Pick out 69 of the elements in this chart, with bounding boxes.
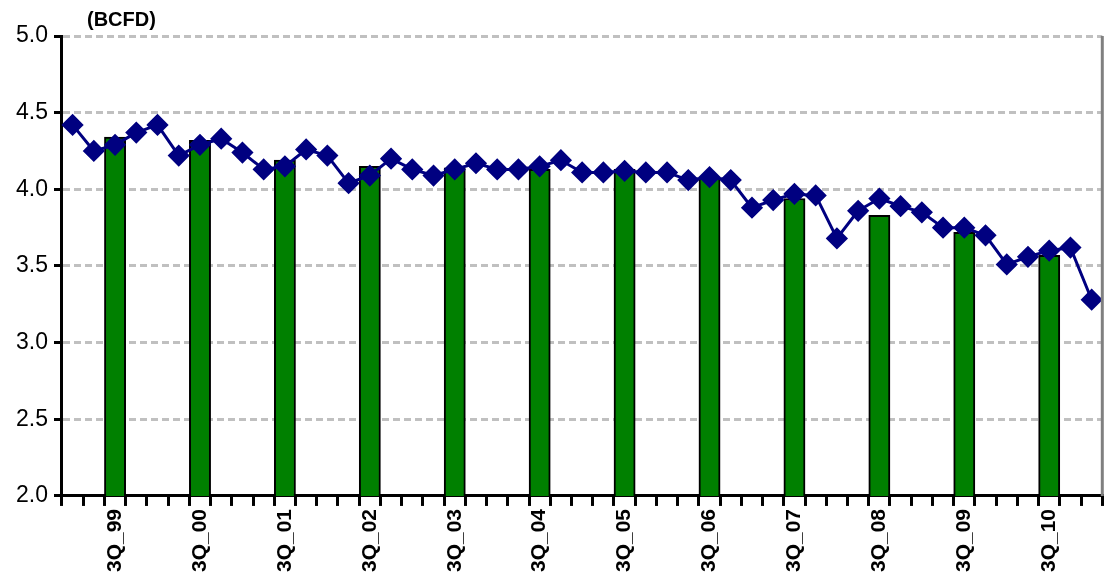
point [147, 114, 169, 136]
point [423, 165, 445, 187]
point [932, 217, 954, 239]
point [571, 161, 593, 183]
x-tick-label: 3Q_08 [866, 508, 890, 573]
point [699, 166, 721, 188]
point [210, 128, 232, 150]
y-tick-label: 2.0 [15, 481, 48, 508]
point [338, 172, 360, 194]
y-tick-label: 3.5 [15, 251, 48, 278]
point [529, 155, 551, 177]
point [401, 158, 423, 180]
point [295, 138, 317, 160]
x-tick-label: 3Q_04 [526, 508, 550, 573]
point [316, 145, 338, 167]
point [783, 183, 805, 205]
point [62, 114, 84, 136]
point [953, 217, 975, 239]
y-tick-label: 4.5 [15, 98, 48, 124]
x-tick-label: 3Q_03 [441, 508, 465, 573]
point [911, 201, 933, 223]
x-tick-label: 3Q_99 [101, 508, 125, 573]
x-tick-label: 3Q_10 [1036, 508, 1060, 573]
point [826, 227, 848, 249]
point [614, 160, 636, 182]
x-tick-label: 3Q_06 [696, 508, 720, 573]
point [1017, 246, 1039, 268]
x-tick-label: 3Q_05 [611, 508, 635, 573]
point [444, 158, 466, 180]
point [592, 161, 614, 183]
point [975, 224, 997, 246]
point [741, 197, 763, 219]
point [677, 169, 699, 191]
point [1059, 237, 1081, 259]
point [868, 188, 890, 210]
y-axis-title: (BCFD) [86, 7, 156, 30]
point [890, 195, 912, 217]
x-tick-label: 3Q_09 [951, 508, 975, 573]
point [83, 140, 105, 162]
point [104, 134, 126, 156]
x-tick-label: 3Q_01 [271, 508, 295, 573]
point [380, 148, 402, 170]
point [125, 122, 147, 144]
point [720, 169, 742, 191]
point [1081, 289, 1103, 311]
x-tick-label: 3Q_07 [781, 508, 805, 573]
y-tick-label: 4.0 [15, 174, 48, 201]
x-tick-label: 3Q_00 [186, 508, 210, 573]
point [762, 189, 784, 211]
point [996, 253, 1018, 275]
point [253, 158, 275, 180]
point [507, 158, 529, 180]
point [635, 161, 657, 183]
point [274, 155, 296, 177]
point [359, 165, 381, 187]
y-tick-label: 5.0 [15, 21, 48, 48]
point [168, 145, 190, 167]
point [805, 184, 827, 206]
point [231, 142, 253, 164]
point [189, 134, 211, 156]
point [656, 161, 678, 183]
point [550, 149, 572, 171]
point [465, 152, 487, 174]
point [847, 200, 869, 222]
point [486, 158, 508, 180]
x-tick-label: 3Q_02 [356, 508, 380, 573]
point [1038, 240, 1060, 262]
y-tick-label: 3.0 [15, 327, 48, 354]
y-tick-label: 2.5 [15, 404, 48, 431]
